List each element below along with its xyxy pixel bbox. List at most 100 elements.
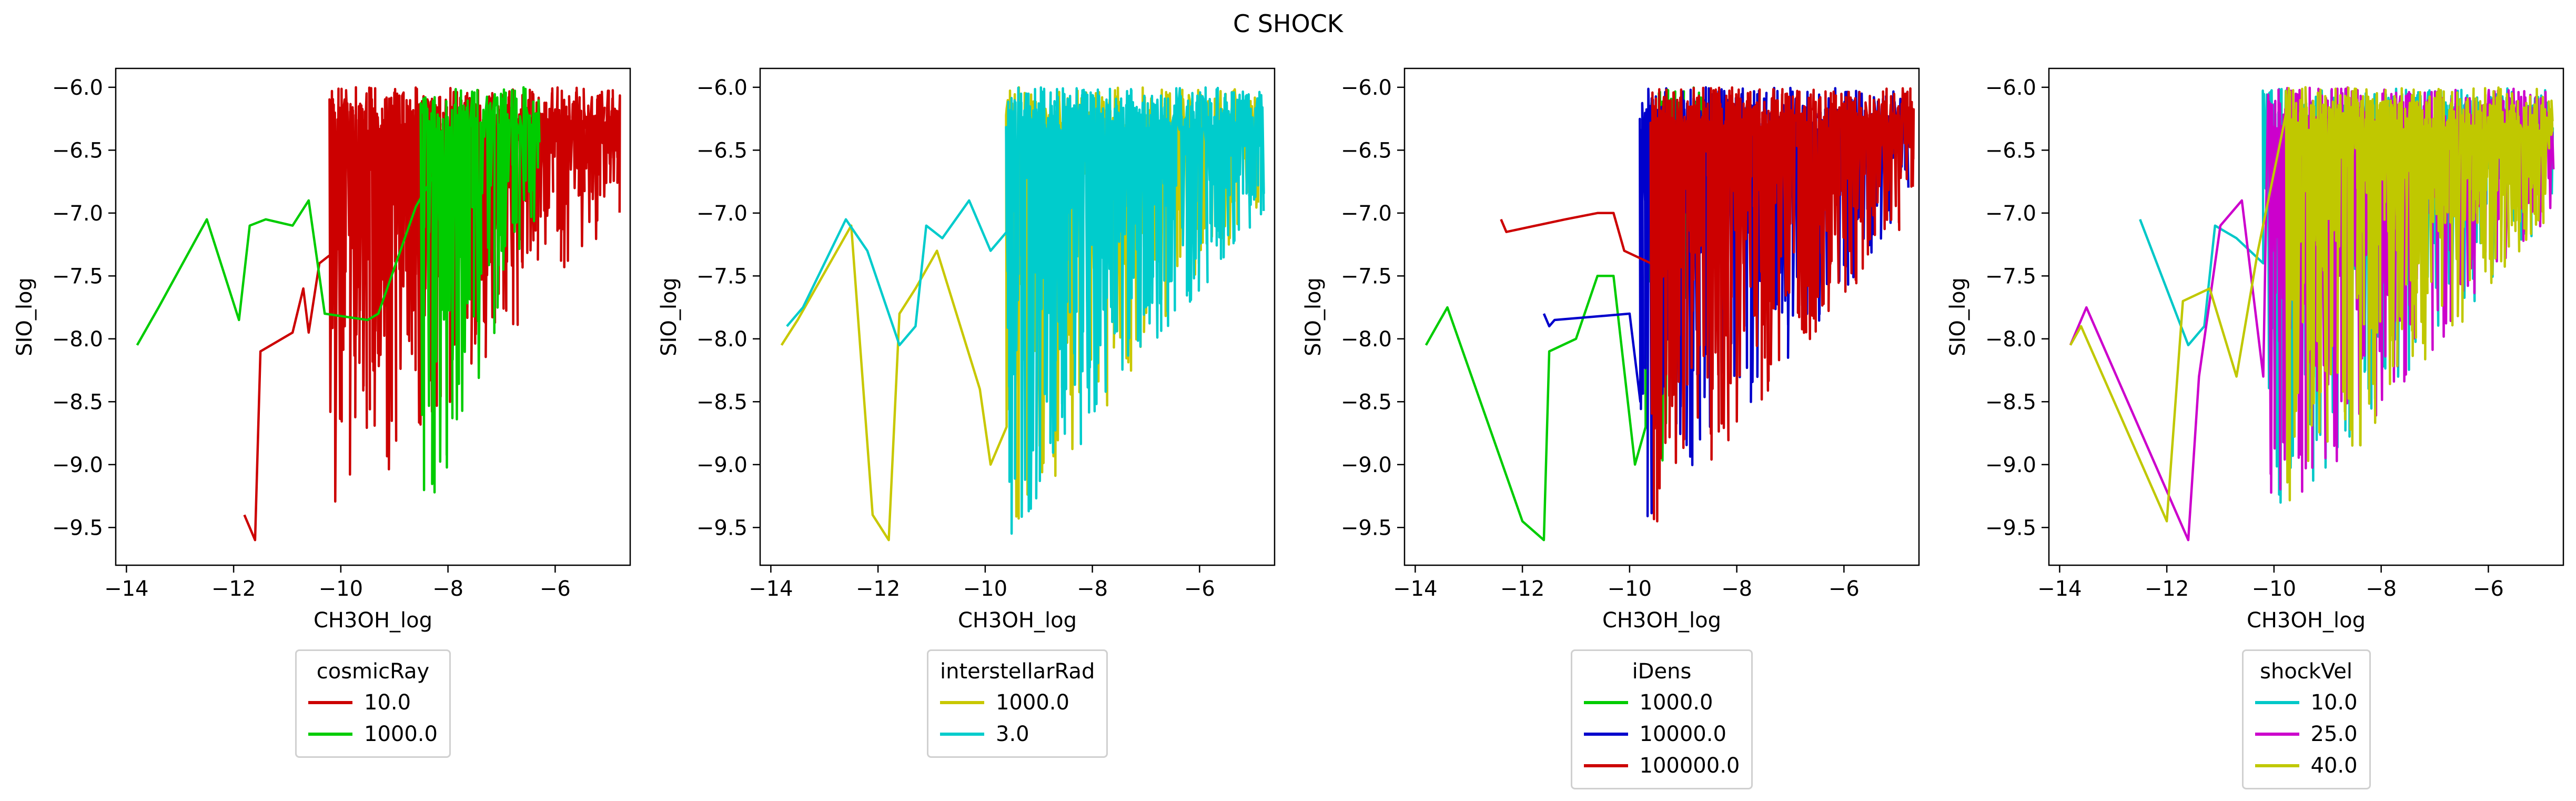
- y-tick-label: −6.0: [1341, 76, 1392, 100]
- x-tick-label: −14: [2037, 577, 2082, 601]
- legend-swatch: [2255, 701, 2299, 704]
- y-tick-label: −6.0: [696, 76, 747, 100]
- legend-title: interstellarRad: [940, 659, 1095, 684]
- legend: shockVel 10.0 25.0 40.0: [2241, 649, 2371, 789]
- axes-frame: [2048, 67, 2564, 566]
- y-tick-label: −9.0: [1985, 453, 2036, 477]
- y-tick-label: −7.0: [696, 202, 747, 226]
- series-line-3-0: [786, 86, 1265, 535]
- y-tick-label: −7.0: [1985, 202, 2036, 226]
- legend-label: 40.0: [2310, 754, 2358, 778]
- y-tick-label: −8.5: [696, 390, 747, 414]
- legend-swatch: [1583, 764, 1628, 767]
- x-tick-label: −10: [2252, 577, 2296, 601]
- y-tick-label: −9.5: [696, 516, 747, 540]
- legend-swatch: [1583, 733, 1628, 736]
- legend-title: iDens: [1632, 659, 1692, 684]
- subplot-2: −14 −12 −10 −8 −6 −9.5 −9.0 −8.5 −8.0 −7.5 −7.0 −6.…: [657, 67, 1276, 633]
- legend-swatch: [940, 733, 984, 736]
- subplot-3: −14 −12 −10 −8 −6 −9.5 −9.0 −8.5 −8.0 −7.5 −7.0 −6.…: [1301, 67, 1920, 633]
- y-axis-label: SIO_log: [1946, 277, 1970, 356]
- legend-entry: 3.0: [940, 718, 1095, 750]
- y-tick-label: −7.0: [52, 202, 103, 226]
- legend-swatch: [2255, 733, 2299, 736]
- x-tick-label: −8: [2366, 577, 2397, 601]
- x-tick-label: −14: [1393, 577, 1437, 601]
- y-tick-label: −9.0: [52, 453, 103, 477]
- legend-label: 1000.0: [996, 690, 1069, 715]
- subplot-4: −14 −12 −10 −8 −6 −9.5 −9.0 −8.5 −8.0 −7.5 −7.0 −6.…: [1946, 67, 2564, 633]
- x-axis-label: CH3OH_log: [958, 608, 1077, 633]
- y-axis-label: SIO_log: [657, 277, 681, 356]
- y-tick-label: −9.0: [1341, 453, 1392, 477]
- y-tick-label: −8.5: [1341, 390, 1392, 414]
- x-tick-label: −8: [1077, 577, 1108, 601]
- x-tick-label: −14: [749, 577, 793, 601]
- x-tick-label: −12: [2145, 577, 2189, 601]
- x-axis-label: CH3OH_log: [1602, 608, 1721, 633]
- legend-label: 10.0: [364, 690, 411, 715]
- y-tick-label: −7.0: [1341, 202, 1392, 226]
- series-group: [136, 86, 621, 542]
- x-tick-label: −12: [1500, 577, 1544, 601]
- y-tick-label: −9.5: [52, 516, 103, 540]
- legend-swatch: [308, 733, 352, 736]
- y-tick-label: −8.5: [52, 390, 103, 414]
- y-tick-label: −9.5: [1985, 516, 2036, 540]
- series-line-40-0: [2069, 86, 2554, 523]
- legend-entry: 1000.0: [1583, 687, 1740, 718]
- legend: cosmicRay 10.0 1000.0: [295, 649, 451, 758]
- x-tick-label: −14: [104, 577, 148, 601]
- legend-entry: 1000.0: [308, 718, 438, 750]
- x-tick-label: −6: [540, 577, 571, 601]
- legend-label: 10000.0: [1639, 722, 1726, 746]
- x-tick-label: −10: [1608, 577, 1652, 601]
- y-tick-label: −8.5: [1985, 390, 2036, 414]
- y-tick-label: −6.5: [696, 138, 747, 163]
- y-tick-label: −8.0: [1985, 327, 2036, 352]
- legend: interstellarRad 1000.0 3.0: [927, 649, 1108, 758]
- legend-title: shockVel: [2260, 659, 2352, 684]
- x-tick-label: −8: [432, 577, 463, 601]
- x-tick-label: −10: [319, 577, 363, 601]
- subplot-1: −14 −12 −10 −8 −6 −9.5 −9.0 −8.5 −8.0 −7.5 −7.0 −6.…: [13, 67, 631, 633]
- legend-entry: 40.0: [2255, 750, 2358, 782]
- y-tick-label: −7.5: [1985, 264, 2036, 288]
- y-tick-label: −6.0: [1985, 76, 2036, 100]
- legend-label: 100000.0: [1639, 754, 1740, 778]
- legend-entry: 10.0: [2255, 687, 2358, 718]
- x-tick-label: −10: [963, 577, 1007, 601]
- y-tick-label: −8.0: [1341, 327, 1392, 352]
- x-tick-label: −12: [856, 577, 900, 601]
- x-tick-label: −8: [1721, 577, 1752, 601]
- legend-label: 25.0: [2310, 722, 2358, 746]
- y-tick-label: −6.0: [52, 76, 103, 100]
- y-axis-label: SIO_log: [1301, 277, 1326, 356]
- legend: iDens 1000.0 10000.0 100000.0: [1570, 649, 1753, 789]
- legend-swatch: [940, 701, 984, 704]
- series-group: [1425, 86, 1915, 542]
- legend-swatch: [2255, 764, 2299, 767]
- legend-label: 1000.0: [1639, 690, 1713, 715]
- legend-title: cosmicRay: [316, 659, 430, 684]
- y-tick-label: −6.5: [1985, 138, 2036, 163]
- legend-swatch: [1583, 701, 1628, 704]
- y-tick-label: −6.5: [52, 138, 103, 163]
- x-tick-label: −12: [211, 577, 256, 601]
- y-tick-label: −7.5: [1341, 264, 1392, 288]
- x-tick-label: −6: [1184, 577, 1215, 601]
- y-tick-label: −7.5: [52, 264, 103, 288]
- legend-entry: 25.0: [2255, 718, 2358, 750]
- y-tick-label: −8.0: [52, 327, 103, 352]
- series-line-1000-0: [136, 86, 541, 494]
- y-tick-label: −8.0: [696, 327, 747, 352]
- legend-entry: 100000.0: [1583, 750, 1740, 782]
- axes-frame: [115, 67, 631, 566]
- legend-label: 1000.0: [364, 722, 438, 746]
- series-line-10-0: [243, 86, 621, 542]
- x-axis-label: CH3OH_log: [314, 608, 432, 633]
- legend-entry: 1000.0: [940, 687, 1095, 718]
- series-group: [2069, 86, 2555, 542]
- series-line-100000-0: [1500, 86, 1915, 523]
